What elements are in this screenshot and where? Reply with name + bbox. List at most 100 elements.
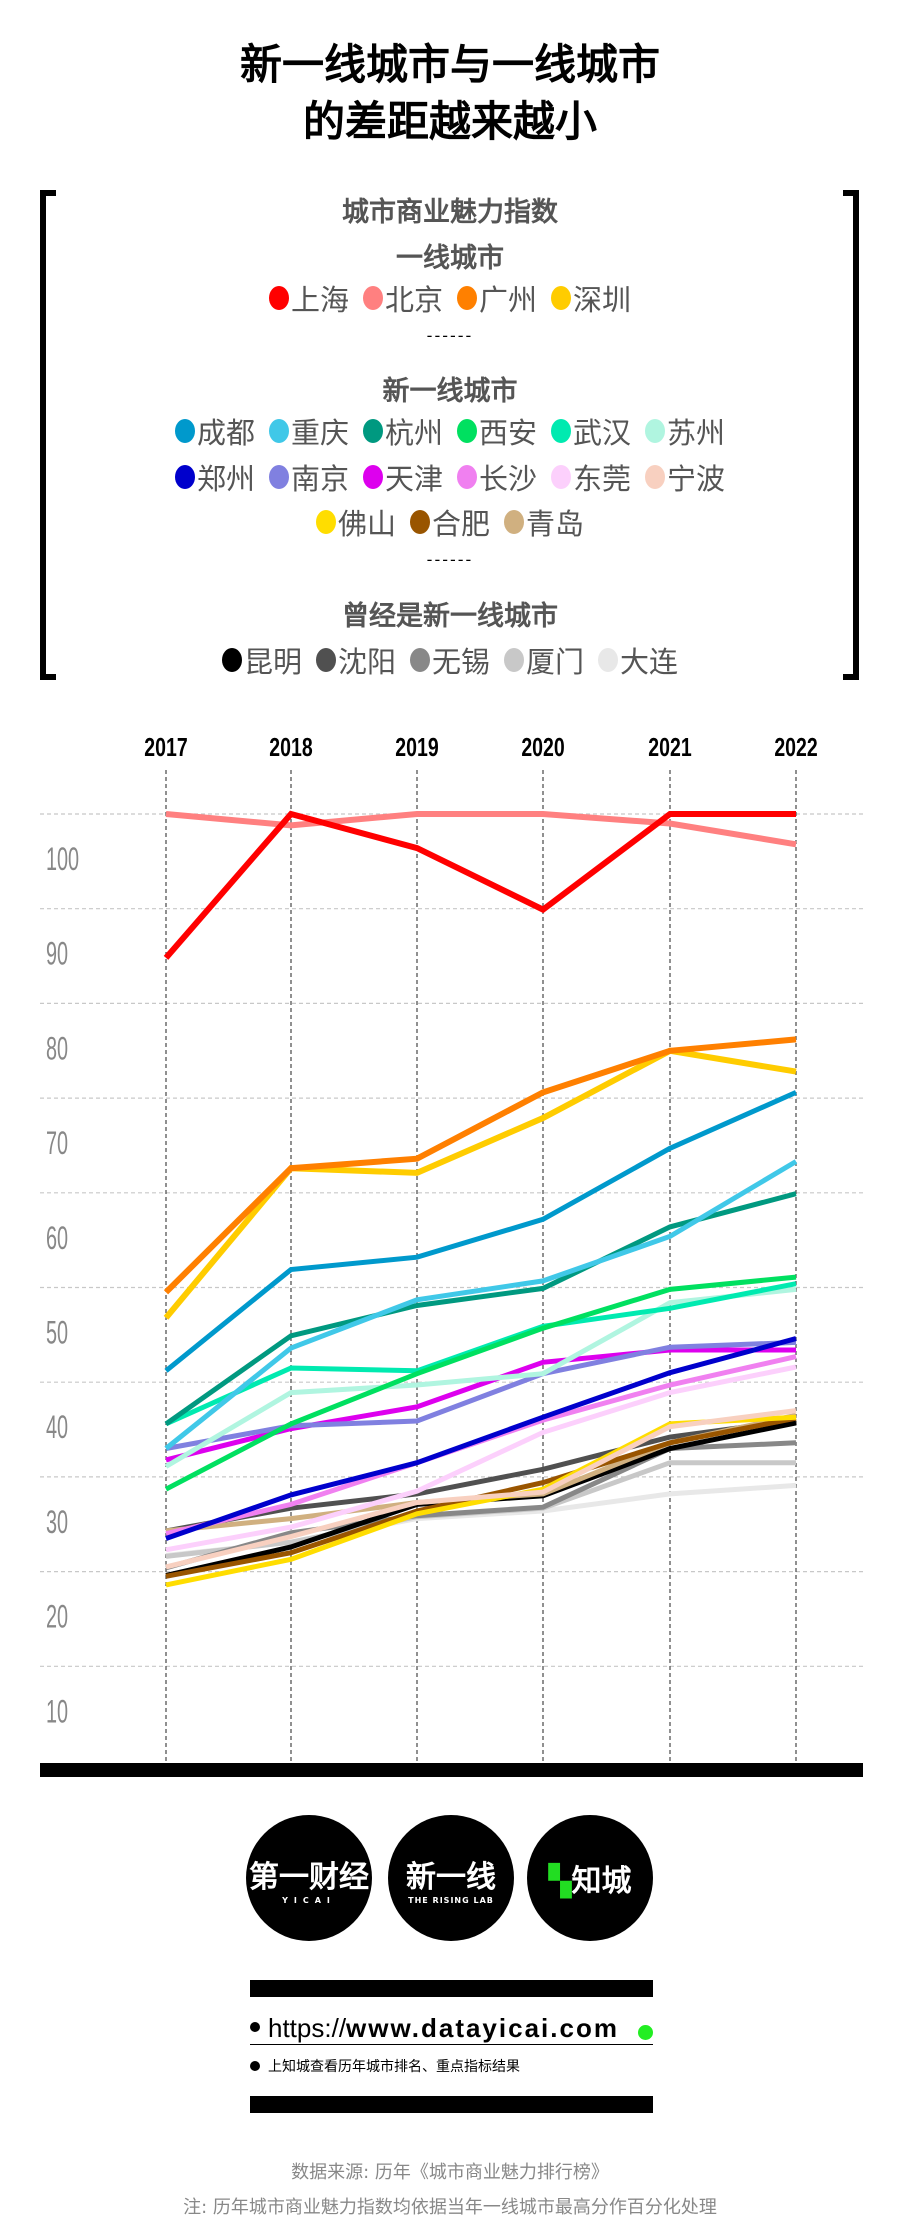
yicai-logo: 第一财经 YICAI <box>246 1815 372 1941</box>
legend-item: 大连 <box>598 639 678 681</box>
legend-dot-icon <box>362 419 383 443</box>
legend-dot-icon <box>457 465 477 489</box>
divider-bar-bottom <box>250 2096 653 2113</box>
legend-item: 武汉 <box>551 410 631 452</box>
legend-dot-icon <box>598 648 619 672</box>
promo-note-text: 上知城查看历年城市排名、重点指标结果 <box>268 2059 520 2075</box>
legend-item: 成都 <box>174 410 255 452</box>
legend-dot-icon <box>645 419 666 443</box>
legend-dot-icon <box>551 286 572 310</box>
series-line-上海 <box>163 810 796 960</box>
legend-item: 合肥 <box>409 501 490 543</box>
legend-separator: ------ <box>426 326 474 345</box>
x-tick-label: 2017 <box>144 732 187 761</box>
legend-dot-icon <box>504 648 524 672</box>
legend-label: 佛山 <box>337 507 396 541</box>
series-line-成都 <box>164 1090 798 1373</box>
rising-lab-logo-text: 新一线 <box>406 1859 496 1895</box>
title-line-1: 新一线城市与一线城市 <box>239 40 660 89</box>
y-tick-label: 100 <box>46 841 79 877</box>
legend-dot-icon <box>174 419 195 443</box>
series-line-无锡 <box>165 1440 797 1571</box>
legend-item: 深圳 <box>551 277 631 319</box>
legend-label: 青岛 <box>526 507 585 541</box>
legend-label: 重庆 <box>290 416 349 450</box>
y-tick-label: 50 <box>46 1315 68 1351</box>
series-line-深圳 <box>163 1047 797 1320</box>
rising-lab-logo: 新一线 THE RISING LAB <box>388 1815 514 1941</box>
legend-label: 杭州 <box>384 416 443 450</box>
bullet-icon <box>250 2061 260 2071</box>
zhicheng-logo-text: 知城 <box>571 1864 632 1899</box>
legend-item: 广州 <box>457 277 537 319</box>
legend-row: 昆明 沈阳 无锡 厦门 大连 <box>0 639 900 681</box>
x-tick-label: 2022 <box>774 732 817 761</box>
legend-item: 上海 <box>268 277 349 319</box>
legend-item: 东莞 <box>551 456 631 498</box>
yicai-logo-text: 第一财经 <box>249 1859 369 1895</box>
legend-group-title: 曾经是新一线城市 <box>342 601 558 632</box>
legend-label: 天津 <box>384 462 443 496</box>
series-line-沈阳 <box>165 1417 797 1534</box>
y-tick-label: 20 <box>46 1599 68 1635</box>
legend-label: 成都 <box>196 416 255 450</box>
legend-label: 深圳 <box>573 283 632 317</box>
y-tick-label: 80 <box>46 1031 68 1067</box>
legend-label: 广州 <box>479 283 538 317</box>
legend-label: 宁波 <box>667 462 726 496</box>
legend-dot-icon <box>504 510 524 534</box>
legend-item: 重庆 <box>268 410 349 452</box>
y-tick-label: 30 <box>46 1504 68 1540</box>
legend-row: 上海 北京 广州 深圳 <box>0 277 900 319</box>
legend-group-title: 一线城市 <box>396 243 504 274</box>
legend-dot-icon <box>315 510 336 534</box>
y-tick-label: 40 <box>46 1409 68 1445</box>
legend-item: 佛山 <box>315 501 396 543</box>
url-domain: www.datayicai.com <box>346 2013 619 2043</box>
legend-item: 青岛 <box>504 501 584 543</box>
legend-dot-icon <box>551 465 572 489</box>
legend-item: 无锡 <box>409 639 490 681</box>
rising-lab-logo-subtext: THE RISING LAB <box>408 1895 494 1905</box>
legend-item: 厦门 <box>504 639 584 681</box>
legend-item: 天津 <box>362 456 443 498</box>
url-prefix: https:// <box>268 2013 347 2043</box>
legend-label: 长沙 <box>479 462 538 496</box>
zhicheng-logo: ▚知城 <box>527 1815 653 1941</box>
legend-item: 昆明 <box>221 639 302 681</box>
legend-dot-icon <box>409 510 430 534</box>
y-tick-label: 70 <box>46 1125 68 1161</box>
series-line-西安 <box>164 1274 797 1492</box>
y-tick-label: 10 <box>46 1693 68 1729</box>
legend-item: 宁波 <box>645 456 725 498</box>
legend-label: 合肥 <box>431 507 490 541</box>
legend-row: 成都 重庆 杭州 西安 武汉 苏州 <box>0 410 900 452</box>
legend-group-title: 新一线城市 <box>382 376 518 407</box>
divider-bar-top <box>250 1980 653 1997</box>
legend-dot-icon <box>174 465 195 489</box>
x-axis-bar <box>40 1763 863 1777</box>
legend-dot-icon <box>362 465 383 489</box>
green-dot-icon <box>638 2025 653 2040</box>
legend-row: 郑州 南京 天津 长沙 东莞 宁波 <box>0 456 900 498</box>
legend-dot-icon <box>362 286 383 310</box>
legend-label: 武汉 <box>573 416 632 450</box>
series-line-南京 <box>165 1339 797 1451</box>
legend-dot-icon <box>457 419 477 443</box>
legend-label: 东莞 <box>573 462 632 496</box>
title-line-2: 的差距越来越小 <box>302 97 597 146</box>
footnote: 注: 历年城市商业魅力指数均依据当年一线城市最高分作百分化处理 <box>183 2197 717 2218</box>
series-line-武汉 <box>164 1281 797 1427</box>
website-link[interactable]: https://www.datayicai.com <box>250 2008 653 2045</box>
legend-item: 沈阳 <box>315 639 396 681</box>
legend-label: 南京 <box>290 462 349 496</box>
legend-item: 苏州 <box>645 410 725 452</box>
legend-dot-icon <box>645 465 666 489</box>
legend-dot-icon <box>409 648 430 672</box>
legend-item: 西安 <box>457 410 537 452</box>
legend-title: 城市商业魅力指数 <box>342 197 558 228</box>
legend-label: 西安 <box>479 416 538 450</box>
legend-item: 郑州 <box>174 456 255 498</box>
legend-label: 上海 <box>290 283 349 317</box>
bullet-icon <box>250 2022 260 2032</box>
